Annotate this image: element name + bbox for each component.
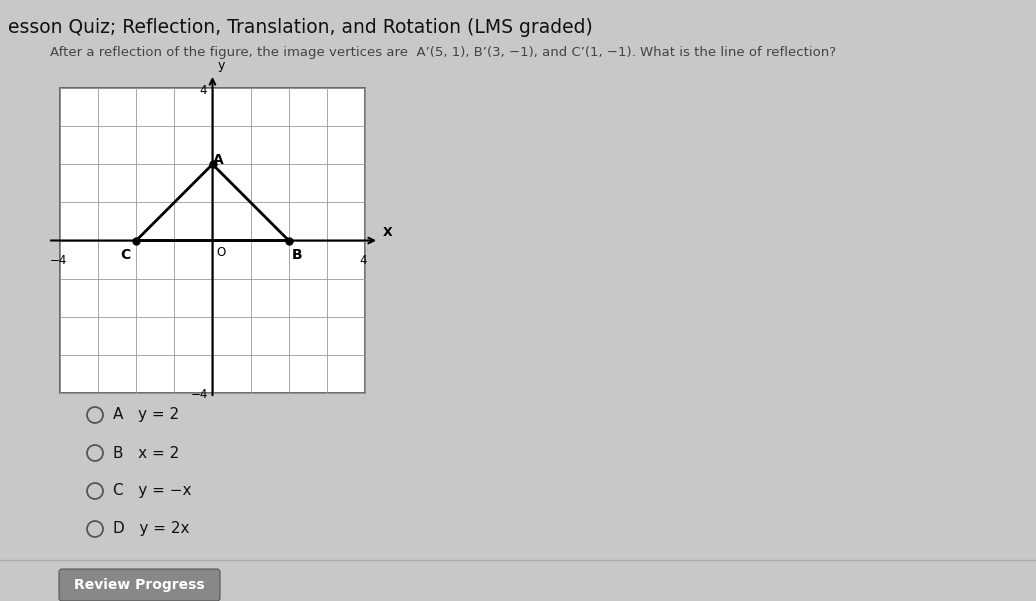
Text: −4: −4 xyxy=(50,254,66,267)
Circle shape xyxy=(87,483,103,499)
Text: C   y = −x: C y = −x xyxy=(113,483,192,498)
FancyBboxPatch shape xyxy=(59,569,220,601)
Text: X: X xyxy=(383,227,393,240)
Text: Review Progress: Review Progress xyxy=(75,578,205,592)
Text: B: B xyxy=(292,248,303,262)
Bar xyxy=(60,88,365,393)
Text: O: O xyxy=(217,245,226,258)
Text: −4: −4 xyxy=(191,388,208,401)
Text: y: y xyxy=(218,59,225,72)
Text: 4: 4 xyxy=(359,254,367,267)
Text: C: C xyxy=(120,248,131,262)
Text: 4: 4 xyxy=(199,85,206,97)
Text: D   y = 2x: D y = 2x xyxy=(113,522,190,537)
Text: B   x = 2: B x = 2 xyxy=(113,445,179,460)
Circle shape xyxy=(87,445,103,461)
Circle shape xyxy=(87,521,103,537)
Text: A: A xyxy=(212,153,224,166)
Text: After a reflection of the figure, the image vertices are  A’(5, 1), B’(3, −1), a: After a reflection of the figure, the im… xyxy=(50,46,836,59)
Circle shape xyxy=(87,407,103,423)
Text: A   y = 2: A y = 2 xyxy=(113,407,179,423)
Text: esson Quiz; Reflection, Translation, and Rotation (LMS graded): esson Quiz; Reflection, Translation, and… xyxy=(8,18,593,37)
